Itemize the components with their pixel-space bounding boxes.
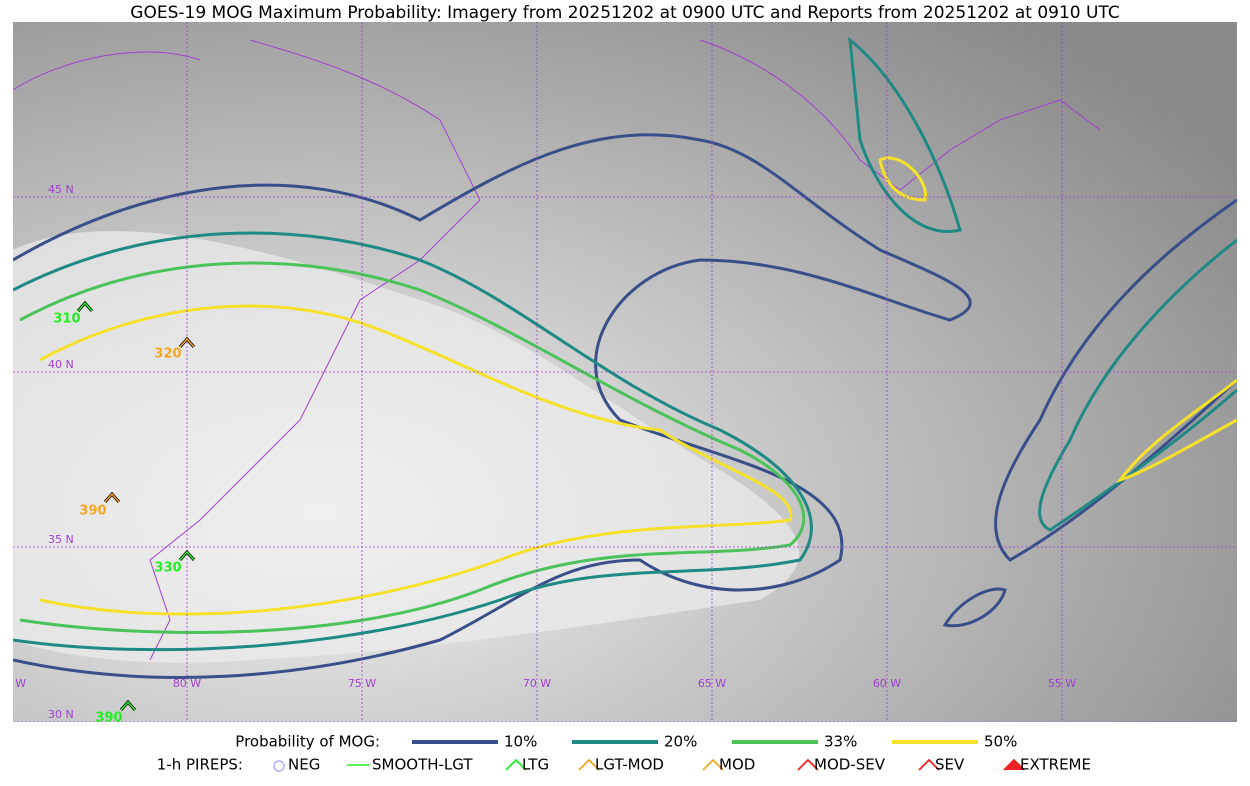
legend-label: 10% (504, 733, 537, 751)
lat-label: 40 N (48, 358, 74, 371)
coastline (699, 39, 1101, 191)
pirep-icon (104, 492, 120, 503)
legend-title: Probability of MOG: (235, 733, 380, 751)
lat-label: 45 N (48, 183, 74, 196)
lon-label: 80 W (173, 677, 201, 690)
graticule: 45 N 40 N 35 N 30 N 85 W 80 W 75 W 70 W 65 W 60 W… (0, 22, 1237, 722)
legend-label: MOD-SEV (814, 756, 886, 774)
pirep-label: 390 (95, 711, 122, 726)
legend-symbol (1003, 758, 1025, 771)
legend-label: SMOOTH-LGT (372, 756, 473, 774)
lat-label: 35 N (48, 533, 74, 546)
pirep-icon (120, 700, 136, 711)
pirep-icon (179, 550, 195, 561)
lon-label: 75 W (348, 677, 376, 690)
pirep-icon (179, 337, 195, 348)
lon-label: 55 W (1048, 677, 1076, 690)
legend-label: LTG (522, 756, 549, 774)
legend-label: LGT-MOD (595, 756, 664, 774)
map: 45 N 40 N 35 N 30 N 85 W 80 W 75 W 70 W 65 W 60 W… (0, 22, 1237, 726)
pirep-label: 320 (154, 347, 181, 362)
legend-label: EXTREME (1020, 756, 1091, 774)
lon-label: 65 W (698, 677, 726, 690)
coastline (13, 39, 481, 661)
legend-label: MOD (719, 756, 755, 774)
lon-label: 70 W (523, 677, 551, 690)
legend-symbol (505, 758, 527, 771)
title: GOES-19 MOG Maximum Probability: Imagery… (130, 3, 1119, 23)
legend-symbol (918, 758, 940, 771)
legend-label: NEG (288, 756, 320, 774)
pireps: 310 320 390 330 390 (53, 300, 196, 726)
lon-label: 85 W (0, 677, 26, 690)
legend-symbol (578, 758, 600, 771)
pirep-icon (77, 301, 93, 312)
legend: Probability of MOG: 10% 20% 33% 50% 1-h PIREP… (157, 733, 1091, 774)
lon-label: 60 W (873, 677, 901, 690)
pirep-label: 390 (79, 504, 106, 519)
legend-title: 1-h PIREPS: (157, 756, 243, 774)
legend-symbol (702, 758, 724, 771)
legend-label: SEV (935, 756, 965, 774)
legend-label: 33% (824, 733, 857, 751)
legend-symbol (797, 758, 819, 771)
legend-symbol (273, 760, 285, 772)
contours (13, 36, 1237, 679)
pirep-label: 310 (53, 312, 80, 327)
cloud (13, 230, 800, 663)
pirep-label: 330 (154, 561, 181, 576)
legend-label: 20% (664, 733, 697, 751)
legend-label: 50% (984, 733, 1017, 751)
lat-label: 30 N (48, 708, 74, 721)
